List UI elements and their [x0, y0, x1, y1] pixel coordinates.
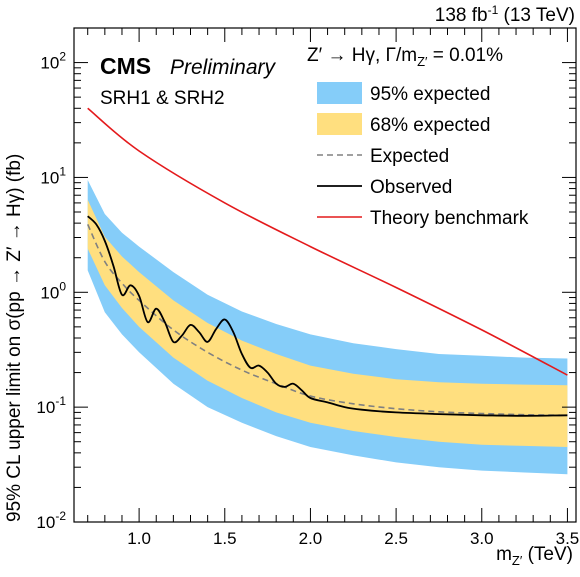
y-tick-labels: 10-2 10-1 100 101 102 — [36, 50, 66, 532]
legend-label-theory: Theory benchmark — [370, 208, 529, 229]
x-tick-label: 2.5 — [384, 529, 408, 548]
y-tick-label: 10-2 — [36, 509, 66, 532]
cms-label: CMS — [100, 53, 151, 79]
theory-benchmark-line — [87, 107, 568, 376]
legend-label-95: 95% expected — [370, 84, 490, 105]
y-tick-label: 100 — [40, 279, 66, 302]
y-axis-title: 95% CL upper limit on σ(pp → Z′ → Hγ) (f… — [4, 154, 25, 522]
lumi-label: 138 fb-1 (13 TeV) — [435, 3, 575, 26]
legend-label-68: 68% expected — [370, 115, 490, 136]
axis-ticks — [74, 27, 576, 523]
legend-swatch-95 — [317, 82, 362, 104]
x-tick-label: 3.5 — [556, 529, 580, 548]
region-label: SRH1 & SRH2 — [100, 88, 225, 109]
y-tick-label: 101 — [40, 164, 66, 187]
plot-frame — [73, 27, 577, 523]
legend-swatch-68 — [317, 113, 362, 135]
x-tick-label: 1.0 — [127, 529, 151, 548]
y-tick-label: 102 — [40, 50, 66, 73]
band-68-expected — [87, 199, 568, 447]
legend-label-observed: Observed — [370, 177, 452, 198]
preliminary-label: Preliminary — [170, 56, 277, 79]
x-tick-label: 1.5 — [213, 529, 237, 548]
legend-label-expected: Expected — [370, 146, 449, 167]
observed-limit-line — [87, 215, 568, 417]
y-tick-label: 10-1 — [36, 394, 66, 417]
x-tick-label: 3.0 — [470, 529, 494, 548]
process-label: Z′ → Hγ, Γ/mZ′ = 0.01% — [307, 45, 503, 69]
x-tick-labels: 1.0 1.5 2.0 2.5 3.0 3.5 — [127, 529, 579, 548]
x-axis-title: mZ′ (TeV) — [496, 544, 573, 568]
x-tick-label: 2.0 — [299, 529, 323, 548]
legend: 95% expected 68% expected Expected Obser… — [317, 82, 529, 229]
plot-area — [86, 107, 568, 475]
